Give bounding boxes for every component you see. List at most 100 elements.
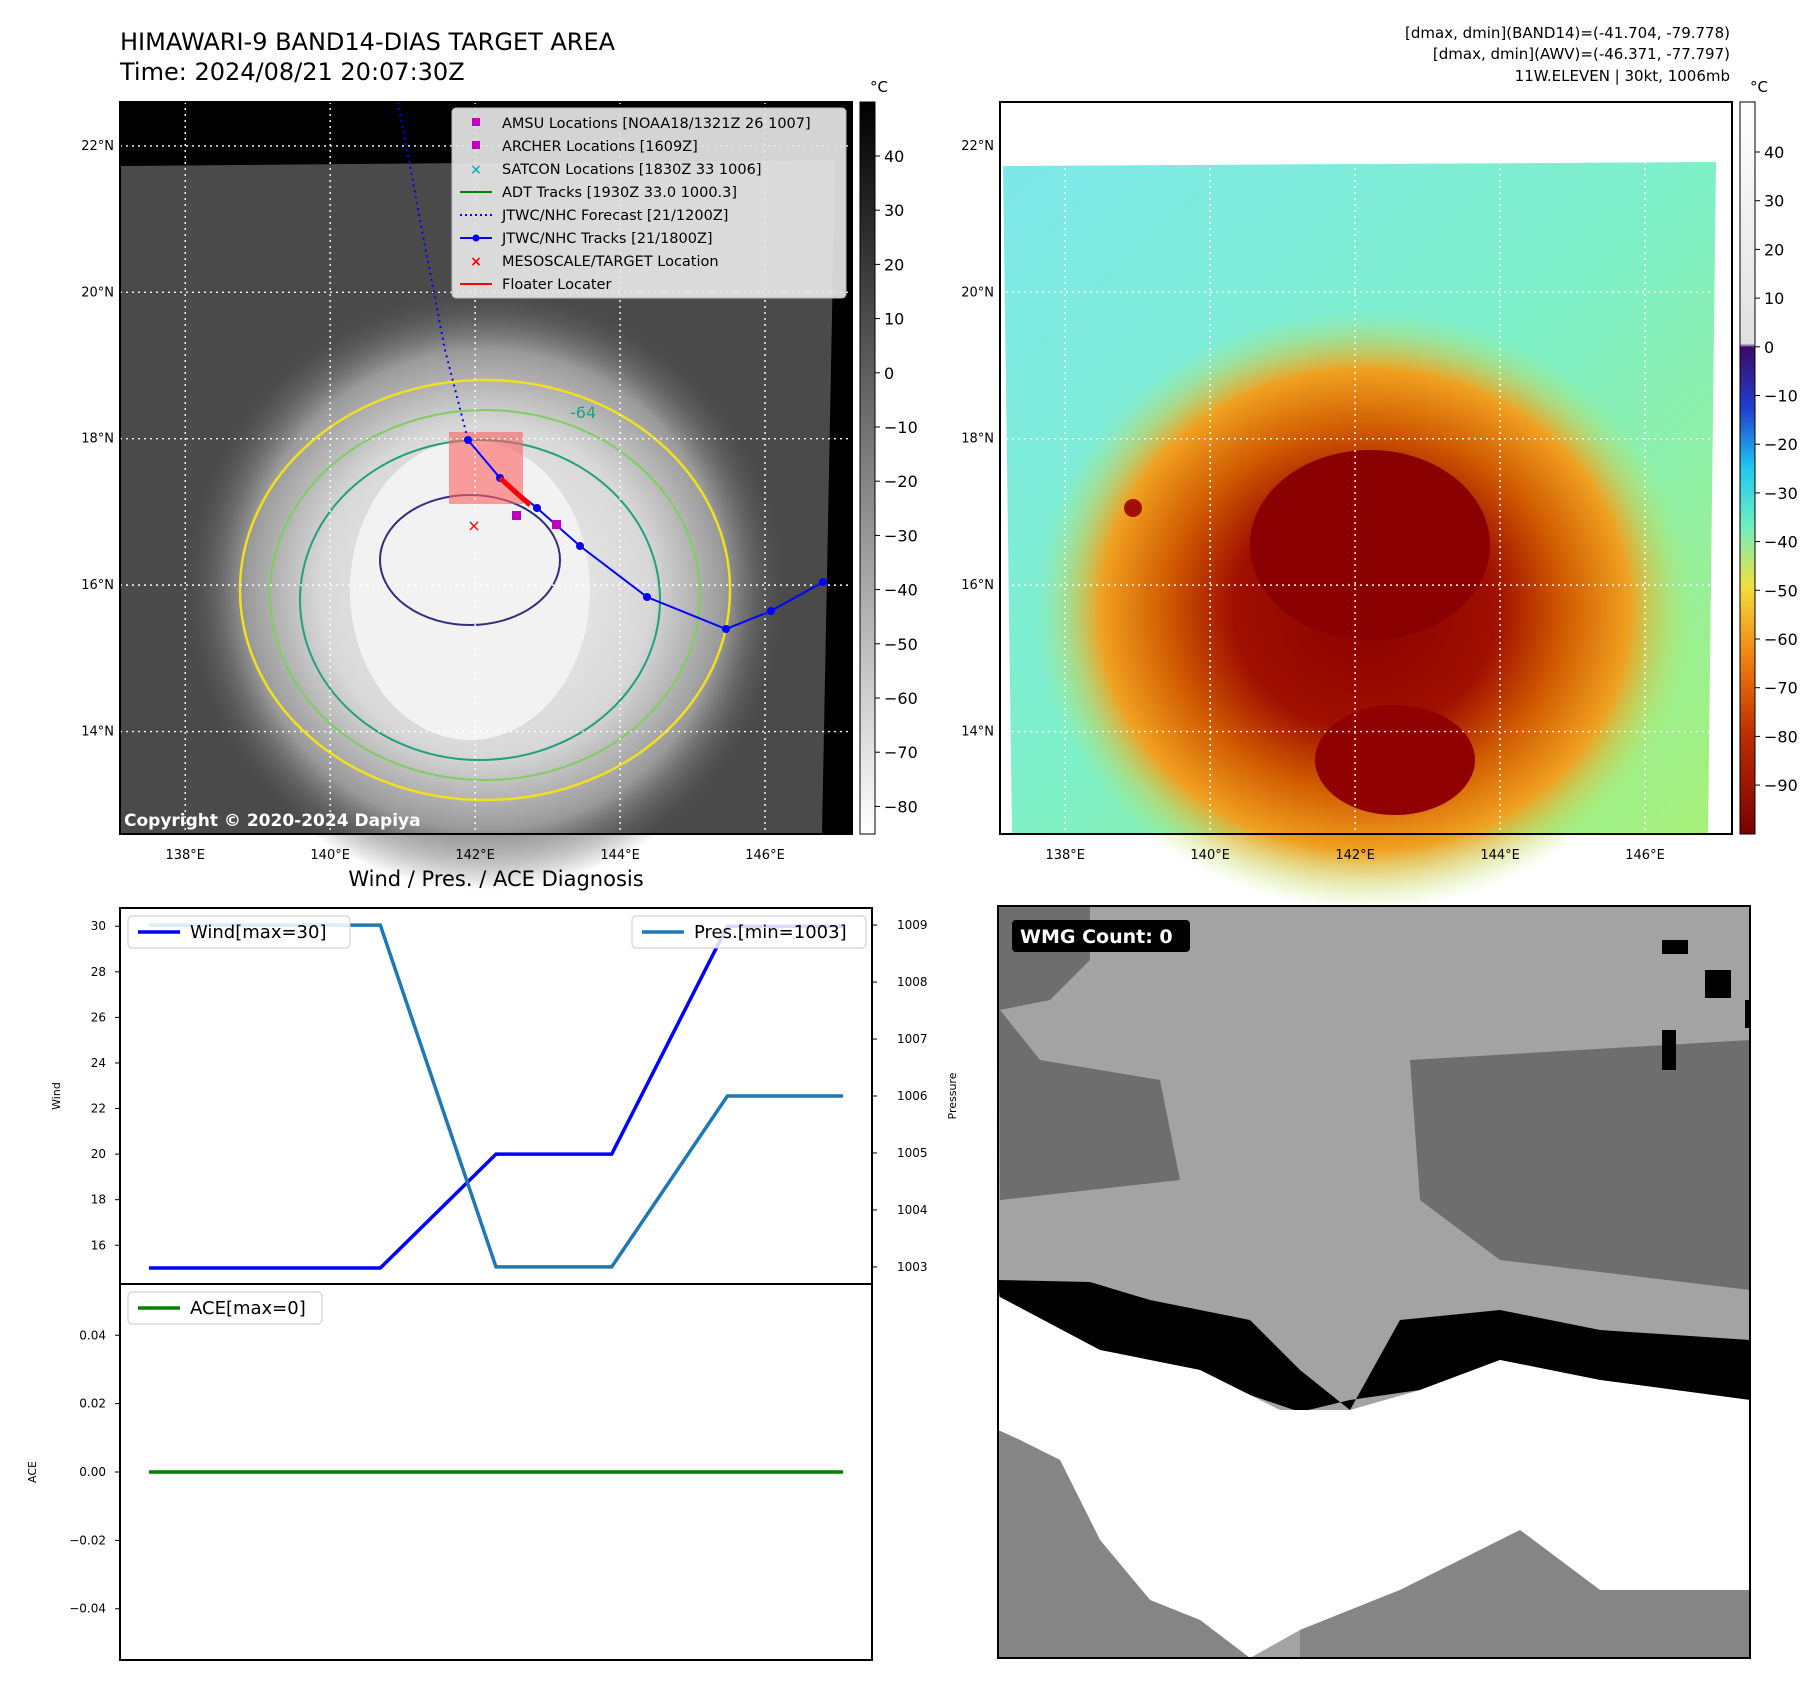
pressure-tick-label: 1006 <box>897 1089 928 1103</box>
ir-lat-tick-label: 16°N <box>81 578 114 593</box>
awv-lat-tick-label: 22°N <box>961 139 994 154</box>
copyright-label: Copyright © 2020-2024 Dapiya <box>124 811 421 831</box>
pressure-tick-label: 1005 <box>897 1146 928 1160</box>
map-legend: AMSU Locations [NOAA18/1321Z 26 1007] ARC… <box>451 107 847 299</box>
ir-colorbar-unit: °C <box>870 78 888 96</box>
colorbar-tick-label: −50 <box>1764 581 1798 600</box>
colorbar-tick-label: 10 <box>1764 289 1784 308</box>
wmg-label-box <box>1012 920 1190 952</box>
ace-tick-label: −0.02 <box>69 1533 106 1547</box>
colorbar-tick-label: 0 <box>1764 338 1774 357</box>
floater-locater-line <box>498 476 532 507</box>
colorbar-tick-label: 40 <box>1764 143 1784 162</box>
ir-lat-tick-label: 22°N <box>81 139 114 154</box>
track-point <box>576 542 584 550</box>
ace-tick-label: 0.00 <box>79 1465 106 1479</box>
wmg-dark-region-upper <box>998 906 1180 1200</box>
ace-plot: 0.04 0.02 0.00 −0.02 −0.04 ACE[max=0] <box>69 1291 844 1616</box>
legend-marker-x: × <box>470 162 482 178</box>
legend-label: MESOSCALE/TARGET Location <box>502 254 719 270</box>
track-point <box>722 625 730 633</box>
awv-lon-tick-label: 140°E <box>1190 848 1230 863</box>
legend-box <box>451 107 847 299</box>
legend-marker-x: × <box>470 254 482 270</box>
ir-map-frame <box>119 101 853 835</box>
pressure-tick-label: 1008 <box>897 975 928 989</box>
colorbar-tick-label: −30 <box>884 526 918 545</box>
legend-label: ADT Tracks [1930Z 33.0 1000.3] <box>502 185 737 201</box>
target-area-box <box>449 432 523 504</box>
wmg-black-cell-3 <box>1662 1030 1676 1070</box>
wmg-black-cell-2 <box>1705 970 1731 998</box>
colorbar-tick-label: −40 <box>1764 533 1798 552</box>
ir-map-ticks: 138°E 140°E 142°E 144°E 146°E 22°N 20°N 18°N 16°… <box>81 139 785 863</box>
awv-lon-tick-label: 144°E <box>1480 848 1520 863</box>
wind-tick-label: 30 <box>91 919 106 933</box>
colorbar-tick-label: −50 <box>884 635 918 654</box>
ir-lon-tick-label: 142°E <box>455 848 495 863</box>
awv-cold-core <box>1250 450 1490 640</box>
wind-tick-label: 18 <box>91 1193 106 1207</box>
pressure-tick-label: 1007 <box>897 1032 928 1046</box>
ace-axis-label: ACE <box>26 1461 39 1483</box>
awv-lat-tick-label: 20°N <box>961 285 994 300</box>
awv-lat-tick-label: 16°N <box>961 578 994 593</box>
ir-colorbar <box>859 101 876 835</box>
colorbar-tick-label: 40 <box>884 147 904 166</box>
track-point <box>464 436 472 444</box>
colorbar-tick-label: 20 <box>884 255 904 274</box>
wmg-black-band <box>998 1280 1750 1412</box>
wmg-gray-region-se <box>1300 1530 1750 1658</box>
stats-awv: [dmax, dmin](AWV)=(-46.371, -77.797) <box>1433 45 1730 63</box>
legend-marker-dot <box>472 234 480 242</box>
wmg-frame <box>997 905 1751 1659</box>
wind-tick-label: 22 <box>91 1102 106 1116</box>
wind-tick-label: 24 <box>91 1056 106 1070</box>
wmg-white-region <box>998 1296 1750 1658</box>
contour-green <box>269 409 701 781</box>
legend-label: Floater Locater <box>502 277 611 293</box>
wind-tick-label: 20 <box>91 1147 106 1161</box>
colorbar-tick-label: 20 <box>1764 240 1784 259</box>
wind-tick-label: 16 <box>91 1238 106 1252</box>
ir-lat-tick-label: 20°N <box>81 285 114 300</box>
colorbar-tick-label: 30 <box>884 201 904 220</box>
ace-legend-box <box>127 1291 323 1325</box>
awv-map-panel <box>1000 102 1732 910</box>
wind-axis-label: Wind <box>50 1082 63 1110</box>
track-point <box>533 504 541 512</box>
track-point <box>767 607 775 615</box>
legend-marker-square <box>472 141 480 149</box>
wind-pressure-plot: 16 18 20 22 24 26 28 30 1003 1004 1005 1006 1007 1008… <box>91 915 928 1274</box>
awv-lat-tick-label: 18°N <box>961 432 994 447</box>
colorbar-tick-label: 30 <box>1764 192 1784 211</box>
wmg-count-label: WMG Count: 0 <box>1020 926 1173 948</box>
colorbar-tick-label: −20 <box>884 472 918 491</box>
wmg-panel: WMG Count: 0 <box>997 905 1751 1659</box>
wind-tick-label: 28 <box>91 965 106 979</box>
track-point <box>819 578 827 586</box>
track-point <box>643 593 651 601</box>
legend-label: SATCON Locations [1830Z 33 1006] <box>502 162 761 178</box>
colorbar-tick-label: −70 <box>1764 679 1798 698</box>
colorbar-tick-label: −10 <box>1764 387 1798 406</box>
wmg-black-cell-4 <box>1745 1000 1751 1028</box>
wmg-black-cell-1 <box>1662 940 1688 954</box>
awv-lon-tick-label: 146°E <box>1625 848 1665 863</box>
legend-label: JTWC/NHC Forecast [21/1200Z] <box>501 208 728 224</box>
pressure-axis-label: Pressure <box>946 1072 959 1119</box>
legend-label: AMSU Locations [NOAA18/1321Z 26 1007] <box>502 116 811 132</box>
awv-colorbar-unit: °C <box>1750 78 1768 96</box>
ir-lat-tick-label: 18°N <box>81 432 114 447</box>
ir-lon-tick-label: 140°E <box>310 848 350 863</box>
colorbar-tick-label: 10 <box>884 310 904 329</box>
stats-band14: [dmax, dmin](BAND14)=(-41.704, -79.778) <box>1405 24 1730 42</box>
awv-lat-tick-label: 14°N <box>961 725 994 740</box>
awv-lon-tick-label: 142°E <box>1335 848 1375 863</box>
ir-lon-tick-label: 138°E <box>165 848 205 863</box>
legend-marker-square <box>472 118 480 126</box>
pressure-legend-box <box>631 915 867 949</box>
pressure-tick-label: 1003 <box>897 1260 928 1274</box>
awv-isolated-cell <box>1124 499 1142 517</box>
